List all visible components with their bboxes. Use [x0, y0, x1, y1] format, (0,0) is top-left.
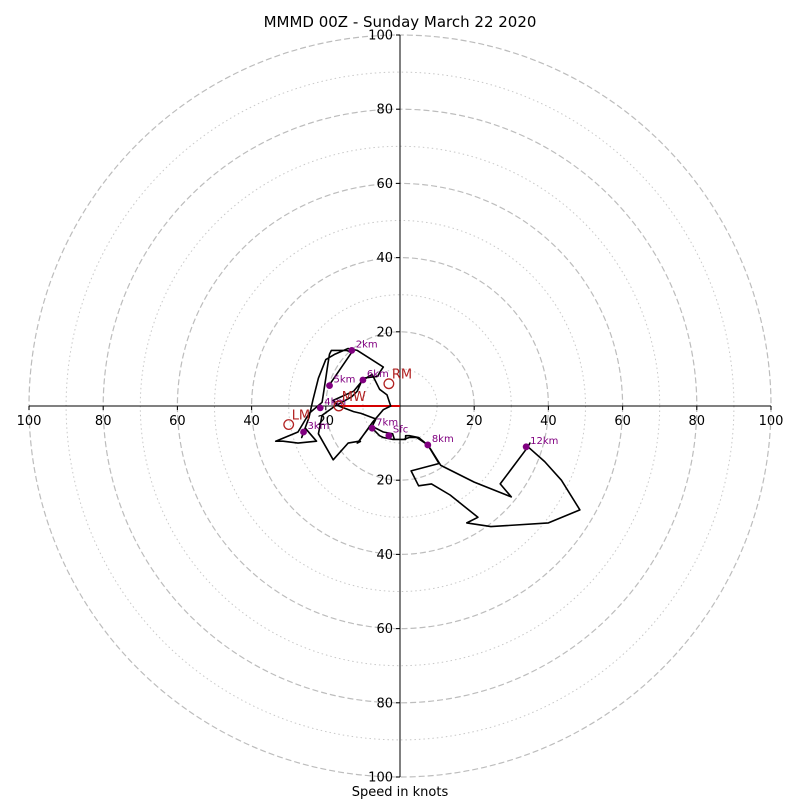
x-tick-label: 100 [759, 414, 784, 429]
x-tick-label: 40 [243, 414, 260, 429]
motion-label-MW: MW [342, 390, 366, 405]
y-tick-label: 20 [376, 474, 393, 489]
x-tick-label: 80 [689, 414, 706, 429]
height-marker-4km [316, 404, 324, 412]
x-tick-label: 100 [17, 414, 42, 429]
x-tick-label: 60 [169, 414, 186, 429]
height-marker-6km [359, 376, 367, 384]
y-tick-label: 40 [376, 548, 393, 563]
motion-label-RM: RM [392, 368, 412, 383]
y-tick-label: 100 [368, 771, 393, 786]
x-tick-label: 20 [466, 414, 483, 429]
height-marker-Sfc [385, 432, 393, 440]
height-label-3km: 3km [308, 421, 330, 432]
height-marker-7km [368, 424, 376, 432]
height-marker-12km [522, 443, 530, 451]
height-marker-3km [300, 428, 307, 436]
height-label-7km: 7km [376, 417, 398, 428]
height-label-8km: 8km [432, 434, 454, 445]
height-marker-8km [424, 441, 432, 449]
height-marker-2km [348, 346, 356, 354]
x-tick-label: 40 [540, 414, 557, 429]
x-tick-label: 80 [95, 414, 112, 429]
motion-marker-RM [383, 378, 395, 390]
y-tick-label: 80 [376, 103, 393, 118]
y-tick-label: 80 [376, 696, 393, 711]
y-tick-label: 60 [376, 622, 393, 637]
motion-marker-LM [283, 419, 295, 431]
height-label-12km: 12km [530, 436, 558, 447]
motion-label-LM: LM [292, 409, 310, 424]
height-marker-5km [326, 382, 333, 389]
storm-motion-markers: RM LM MW [283, 368, 412, 431]
height-label-6km: 6km [367, 369, 389, 380]
height-label-5km: 5km [334, 375, 356, 386]
y-tick-label: 100 [368, 29, 393, 44]
chart-title: MMMD 00Z - Sunday March 22 2020 [264, 13, 537, 31]
motion-marker-MW [333, 400, 345, 412]
x-tick-label: 60 [614, 414, 631, 429]
y-tick-label: 20 [376, 325, 393, 340]
x-axis-label: Speed in knots [352, 785, 449, 800]
height-label-2km: 2km [356, 339, 378, 350]
height-label-Sfc: Sfc [393, 425, 408, 436]
y-tick-label: 60 [376, 177, 393, 192]
y-tick-label: 40 [376, 251, 393, 266]
